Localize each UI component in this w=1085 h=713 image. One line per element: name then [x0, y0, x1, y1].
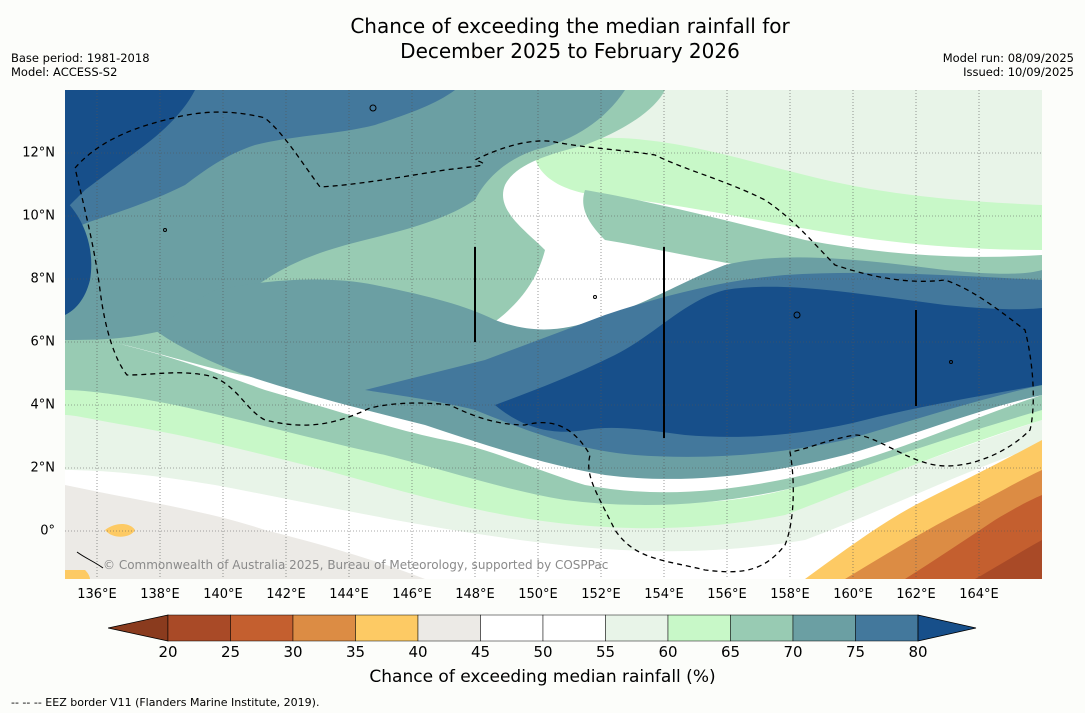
- eez-vertical-lines: [474, 247, 917, 438]
- colorbar-tick-45: 45: [470, 643, 491, 661]
- model-name: Model: ACCESS-S2: [11, 65, 118, 79]
- band-above-80-central: [495, 286, 1042, 437]
- colorbar-tick-30: 30: [283, 643, 303, 661]
- colorbar-low-arrow: [108, 614, 169, 642]
- colorbar-swatch-20-25: [167, 614, 231, 642]
- map-canvas: © Commonwealth of Australia 2025, Bureau…: [65, 90, 1042, 579]
- band-above-80-west: [65, 200, 92, 315]
- colorbar-swatch-35-40: [355, 614, 419, 642]
- meta-right: Model run: 08/09/2025 Issued: 10/09/2025: [943, 51, 1074, 79]
- lon-label-162e: 162°E: [896, 587, 936, 602]
- model-run: Model run: 08/09/2025: [942, 51, 1074, 65]
- colorbar-tick-70: 70: [783, 643, 803, 661]
- colorbar-swatch-30-35: [292, 614, 356, 642]
- lon-label-140e: 140°E: [203, 587, 243, 602]
- colorbar-tick-65: 65: [720, 643, 741, 661]
- lat-label-0: 0°: [40, 523, 55, 539]
- colorbar-swatch-40-45: [417, 614, 481, 642]
- islands: [76, 104, 953, 569]
- lon-label-154e: 154°E: [644, 587, 684, 602]
- lat-label-2n: 2°N: [30, 460, 56, 476]
- colorbar-swatch-65-70: [730, 614, 794, 642]
- colorbar-tick-20: 20: [158, 643, 178, 661]
- band-65-70-east: [583, 190, 1042, 290]
- lon-label-164e: 164°E: [959, 587, 999, 602]
- lat-label-6n: 6°N: [30, 334, 56, 350]
- lon-label-158e: 158°E: [770, 587, 810, 602]
- band-65-70-south: [65, 335, 1042, 505]
- lat-label-10n: 10°N: [22, 208, 55, 224]
- colorbar-tick-80: 80: [908, 643, 928, 661]
- colorbar-swatch-55-60: [605, 614, 669, 642]
- title-line-1: Chance of exceeding the median rainfall …: [350, 14, 790, 38]
- band-below-30: [905, 495, 1042, 579]
- colorbar-tick-50: 50: [533, 643, 553, 661]
- lon-label-150e: 150°E: [518, 587, 558, 602]
- colorbar-swatch-70-75: [792, 614, 856, 642]
- colorbar: [108, 614, 977, 642]
- eez-footnote: -- -- -- EEZ border V11 (Flanders Marine…: [11, 696, 320, 709]
- band-40-45-west: [65, 485, 425, 579]
- base-period: Base period: 1981-2018: [11, 51, 150, 65]
- lon-label-152e: 152°E: [581, 587, 621, 602]
- band-55-60-south: [65, 340, 1042, 552]
- lon-label-148e: 148°E: [455, 587, 495, 602]
- small-dry-corner: [65, 570, 90, 579]
- lat-label-8n: 8°N: [30, 271, 56, 287]
- colorbar-tick-75: 75: [845, 643, 866, 661]
- colorbar-swatch-50-55: [542, 614, 606, 642]
- colorbar-swatch-75-80: [855, 614, 919, 642]
- lon-label-144e: 144°E: [329, 587, 369, 602]
- lon-label-136e: 136°E: [77, 587, 117, 602]
- title-line-2: December 2025 to February 2026: [400, 39, 740, 63]
- lon-label-146e: 146°E: [392, 587, 432, 602]
- copyright-credit: © Commonwealth of Australia 2025, Bureau…: [103, 558, 608, 572]
- lat-label-12n: 12°N: [22, 145, 55, 161]
- lon-label-138e: 138°E: [140, 587, 180, 602]
- colorbar-tick-25: 25: [220, 643, 241, 661]
- map-title: Chance of exceeding the median rainfall …: [0, 14, 1085, 64]
- issued-date: Issued: 10/09/2025: [963, 65, 1074, 79]
- rainfall-map: © Commonwealth of Australia 2025, Bureau…: [65, 90, 1042, 579]
- lon-label-142e: 142°E: [266, 587, 306, 602]
- band-60-65-north: [534, 137, 1042, 250]
- colorbar-tick-35: 35: [345, 643, 366, 661]
- colorbar-swatch-25-30: [230, 614, 294, 642]
- colorbar-tick-60: 60: [658, 643, 678, 661]
- eez-border: [74, 111, 1034, 573]
- meta-left: Base period: 1981-2018 Model: ACCESS-S2: [11, 51, 150, 79]
- colorbar-label: Chance of exceeding median rainfall (%): [369, 667, 716, 687]
- band-below-25: [975, 540, 1042, 579]
- colorbar-swatch-45-50: [480, 614, 544, 642]
- lat-label-4n: 4°N: [30, 397, 56, 413]
- colorbar-tick-40: 40: [408, 643, 428, 661]
- colorbar-swatch-60-65: [667, 614, 731, 642]
- small-dry-patch: [105, 524, 135, 537]
- colorbar-tick-55: 55: [595, 643, 616, 661]
- lon-label-156e: 156°E: [707, 587, 747, 602]
- colorbar-high-arrow: [917, 614, 977, 642]
- graticule: [65, 90, 1042, 579]
- lon-label-160e: 160°E: [833, 587, 873, 602]
